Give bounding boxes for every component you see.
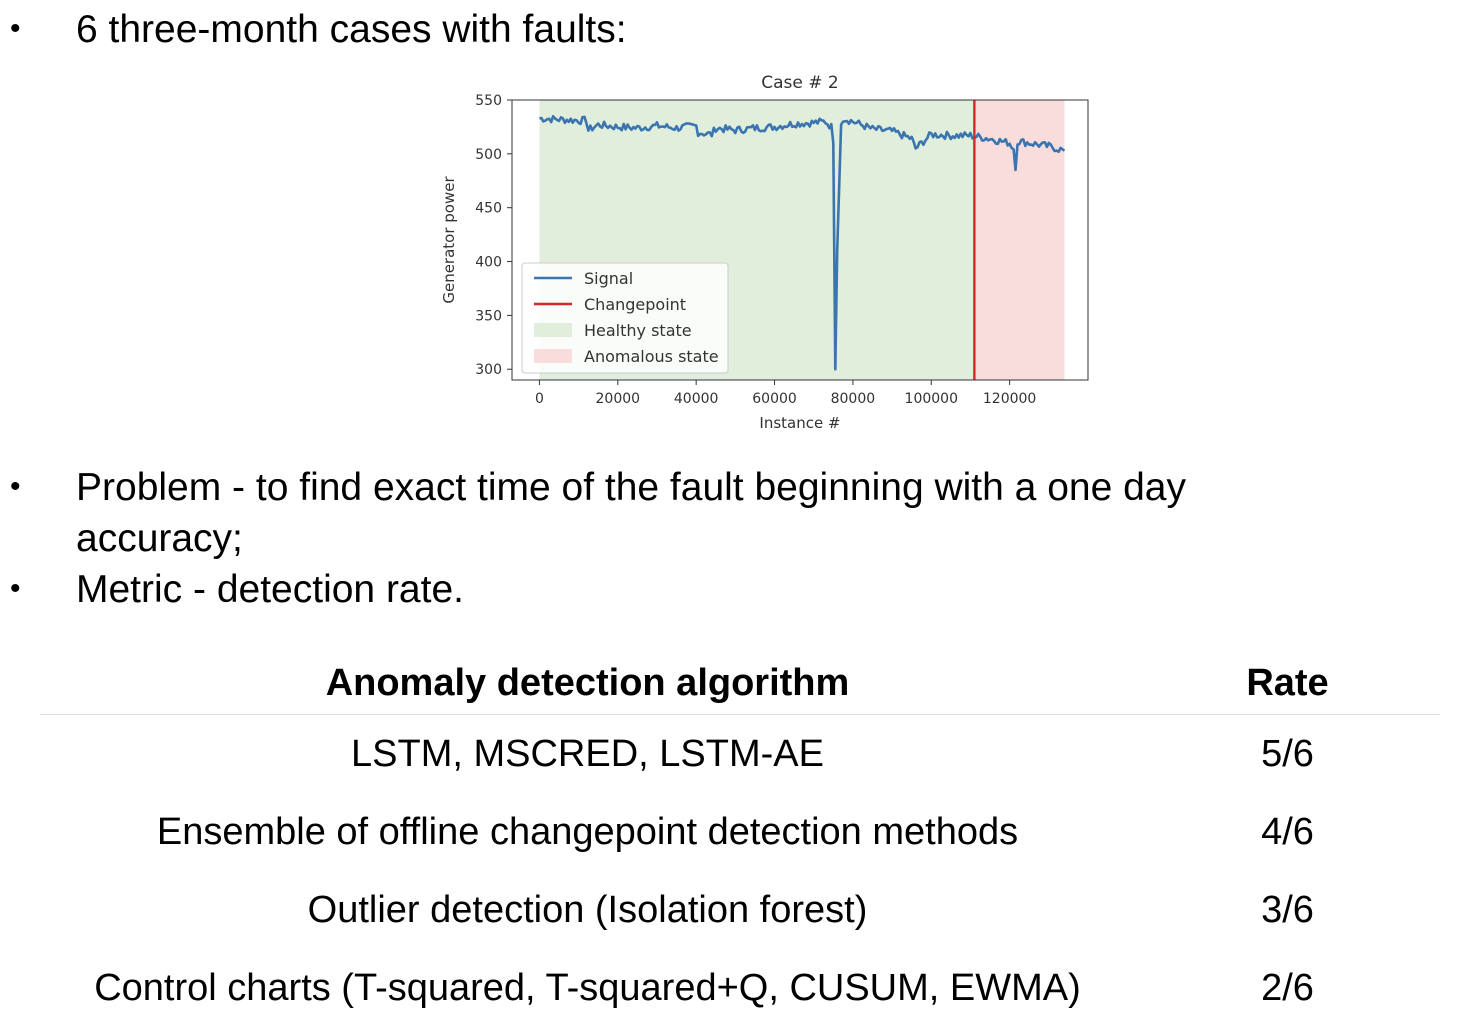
bullet-problem-line2: accuracy; [76,517,243,560]
legend-label: Signal [584,269,633,288]
header-rate: Rate [1135,652,1440,715]
y-tick-label: 350 [475,308,502,324]
y-tick-label: 500 [475,147,502,163]
bullet-marker: • [10,470,21,503]
x-tick-label: 40000 [674,391,719,407]
algorithm-cell: Ensemble of offline changepoint detectio… [156,810,1019,853]
header-algorithm: Anomaly detection algorithm [40,652,1135,715]
chart-title: Case # 2 [761,73,838,93]
y-tick-label: 450 [475,201,502,217]
table-row: LSTM, MSCRED, LSTM-AE 5/6 [40,715,1440,794]
x-axis-label: Instance # [759,414,840,432]
x-tick-label: 100000 [905,391,958,407]
algorithm-cell: LSTM, MSCRED, LSTM-AE [351,732,824,775]
table-row: Control charts (T-squared, T-squared+Q, … [40,949,1440,1027]
legend-swatch-anomalous-state [534,349,572,363]
x-tick-label: 60000 [752,391,797,407]
x-tick-label: 80000 [831,391,876,407]
bullet-marker: • [10,572,21,605]
table-header-row: Anomaly detection algorithm Rate [40,652,1440,715]
bullet-cases: 6 three-month cases with faults: [76,8,627,51]
bullet-metric: Metric - detection rate. [76,568,464,611]
x-tick-label: 20000 [596,391,641,407]
legend-label: Healthy state [584,321,692,340]
plot-frame [511,99,1089,381]
signal-series-line [539,114,1066,371]
results-table: Anomaly detection algorithm Rate LSTM, M… [40,652,1440,1027]
legend-label: Anomalous state [584,347,719,366]
rate-cell: 2/6 [1261,966,1314,1009]
case-chart: 0 20000 40000 60000 80000 100000 120000 300 350 4… [430,60,1110,440]
bullet-problem-line1: Problem - to find exact time of the faul… [76,466,1186,509]
bullet-marker: • [10,12,21,45]
table-row: Ensemble of offline changepoint detectio… [40,793,1440,871]
algorithm-cell: Outlier detection (Isolation forest) [307,888,868,931]
y-tick-label: 400 [475,255,502,271]
anomalous-region [974,100,1065,380]
legend-swatch-healthy-state [534,323,572,337]
algorithm-cell: Control charts (T-squared, T-squared+Q, … [94,966,1081,1009]
y-tick-label: 550 [475,93,502,109]
table-row: Outlier detection (Isolation forest) 3/6 [40,871,1440,949]
rate-cell: 3/6 [1261,888,1314,931]
y-tick-label: 300 [475,362,502,378]
legend-box [521,262,729,374]
rate-cell: 5/6 [1261,732,1314,775]
x-tick-label: 0 [535,391,544,407]
legend-label: Changepoint [584,295,686,314]
rate-cell: 4/6 [1261,810,1314,853]
y-axis-label: Generator power [440,176,458,304]
chart-svg: 0 20000 40000 60000 80000 100000 120000 300 350 4… [440,73,1089,432]
bullet-problem: Problem - to find exact time of the faul… [76,462,1406,564]
x-tick-label: 120000 [983,391,1036,407]
